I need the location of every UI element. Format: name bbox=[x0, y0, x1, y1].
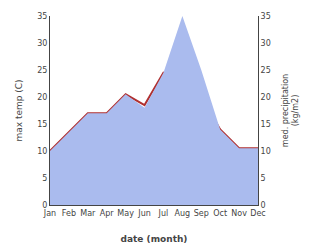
svg-text:5: 5 bbox=[42, 174, 47, 183]
svg-text:Oct: Oct bbox=[213, 209, 227, 218]
svg-text:Jul: Jul bbox=[158, 209, 169, 218]
svg-text:Apr: Apr bbox=[100, 209, 115, 218]
svg-text:15: 15 bbox=[261, 120, 271, 129]
svg-text:25: 25 bbox=[37, 66, 47, 75]
svg-text:30: 30 bbox=[37, 39, 47, 48]
svg-text:0: 0 bbox=[42, 201, 47, 210]
svg-text:35: 35 bbox=[261, 12, 271, 21]
svg-text:35: 35 bbox=[37, 12, 47, 21]
svg-text:Feb: Feb bbox=[62, 209, 76, 218]
svg-text:15: 15 bbox=[37, 120, 47, 129]
svg-text:Nov: Nov bbox=[231, 209, 247, 218]
svg-text:Sep: Sep bbox=[194, 209, 209, 218]
svg-text:20: 20 bbox=[261, 93, 271, 102]
svg-text:10: 10 bbox=[37, 147, 47, 156]
svg-text:May: May bbox=[117, 209, 134, 218]
svg-text:20: 20 bbox=[37, 93, 47, 102]
svg-text:Aug: Aug bbox=[175, 209, 191, 218]
svg-text:5: 5 bbox=[261, 174, 266, 183]
svg-text:Jun: Jun bbox=[137, 209, 151, 218]
svg-text:max temp (C): max temp (C) bbox=[14, 79, 24, 141]
svg-text:med. precipitation(kg/m2): med. precipitation(kg/m2) bbox=[281, 74, 300, 147]
svg-text:30: 30 bbox=[261, 39, 271, 48]
svg-text:Mar: Mar bbox=[80, 209, 96, 218]
svg-text:10: 10 bbox=[261, 147, 271, 156]
svg-text:25: 25 bbox=[261, 66, 271, 75]
svg-text:date (month): date (month) bbox=[121, 234, 188, 244]
svg-text:Dec: Dec bbox=[250, 209, 265, 218]
svg-text:0: 0 bbox=[261, 201, 266, 210]
svg-text:Jan: Jan bbox=[43, 209, 56, 218]
